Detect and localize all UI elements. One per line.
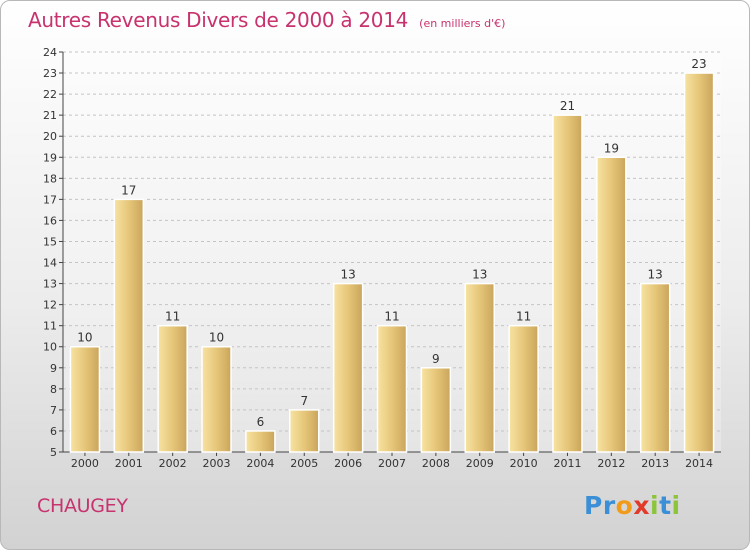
labels: 5 6 7 8 9 10 11 12 13 14 15 16 17 18 19 20 21 22 23 24 10 200… (43, 46, 713, 470)
bar (552, 114, 583, 453)
logo-letter: x (633, 491, 650, 520)
x-tick-label: 2009 (466, 457, 494, 470)
y-tick-label: 12 (43, 299, 57, 312)
data-label: 6 (257, 415, 265, 429)
data-label: 17 (121, 183, 136, 197)
logo-letter: r (602, 491, 616, 520)
x-tick-label: 2000 (71, 457, 99, 470)
bar (69, 345, 101, 453)
data-label: 11 (165, 310, 180, 324)
x-tick-label: 2002 (159, 457, 187, 470)
data-label: 19 (604, 141, 619, 155)
logo-letter: o (615, 491, 634, 520)
x-tick-label: 2011 (553, 457, 581, 470)
x-tick-label: 2012 (597, 457, 625, 470)
bars (69, 72, 715, 453)
chart-title: Autres Revenus Divers de 2000 à 2014 (28, 8, 409, 32)
y-tick-label: 23 (43, 67, 57, 80)
y-tick-label: 11 (43, 320, 57, 333)
y-tick-label: 16 (43, 214, 57, 227)
x-tick-label: 2010 (510, 457, 538, 470)
bar (683, 72, 715, 453)
y-tick-label: 20 (43, 130, 57, 143)
x-tick-label: 2005 (290, 457, 318, 470)
data-label: 13 (472, 268, 487, 282)
bar (113, 198, 145, 453)
bar (157, 324, 188, 453)
y-tick-label: 22 (43, 88, 57, 101)
data-label: 10 (209, 331, 224, 345)
title-row: Autres Revenus Divers de 2000 à 2014 (en… (28, 8, 505, 32)
data-label: 11 (516, 310, 531, 324)
y-tick-label: 8 (50, 383, 57, 396)
y-tick-label: 5 (50, 446, 57, 459)
bar (464, 282, 495, 453)
y-tick-label: 17 (43, 193, 57, 206)
x-tick-label: 2001 (115, 457, 143, 470)
bar (332, 282, 364, 453)
logo-letter: i (650, 491, 660, 520)
y-tick-label: 6 (50, 425, 57, 438)
bar (376, 324, 408, 453)
bar (596, 156, 627, 453)
y-tick-label: 15 (43, 235, 57, 248)
y-tick-label: 9 (50, 362, 57, 375)
x-tick-label: 2013 (641, 457, 669, 470)
y-tick-label: 13 (43, 278, 57, 291)
logo-letter: i (671, 491, 681, 520)
x-tick-label: 2004 (246, 457, 274, 470)
x-tick-label: 2008 (422, 457, 450, 470)
bar (201, 345, 232, 453)
data-label: 13 (340, 268, 355, 282)
commune-name: CHAUGEY (37, 495, 128, 517)
y-tick-label: 14 (43, 257, 57, 270)
proxiti-logo: Proxiti (584, 491, 681, 520)
x-tick-label: 2014 (685, 457, 713, 470)
y-tick-label: 7 (50, 404, 57, 417)
data-label: 21 (560, 99, 575, 113)
data-label: 11 (384, 310, 399, 324)
chart-subtitle: (en milliers d'€) (419, 17, 506, 30)
bar (508, 324, 539, 453)
y-tick-label: 21 (43, 109, 57, 122)
x-tick-label: 2007 (378, 457, 406, 470)
bar (289, 409, 320, 453)
data-label: 13 (648, 268, 663, 282)
logo-letter: t (659, 491, 672, 520)
x-tick-label: 2003 (203, 457, 231, 470)
x-tick-label: 2006 (334, 457, 362, 470)
data-label: 10 (77, 331, 92, 345)
bar (639, 282, 671, 453)
y-tick-label: 10 (43, 341, 57, 354)
data-label: 23 (691, 57, 706, 71)
data-label: 7 (300, 394, 308, 408)
y-tick-label: 24 (43, 46, 57, 59)
y-tick-label: 19 (43, 151, 57, 164)
logo-letter: P (584, 491, 603, 520)
bar (420, 367, 452, 453)
y-tick-label: 18 (43, 172, 57, 185)
bar (245, 430, 276, 453)
data-label: 9 (432, 352, 440, 366)
